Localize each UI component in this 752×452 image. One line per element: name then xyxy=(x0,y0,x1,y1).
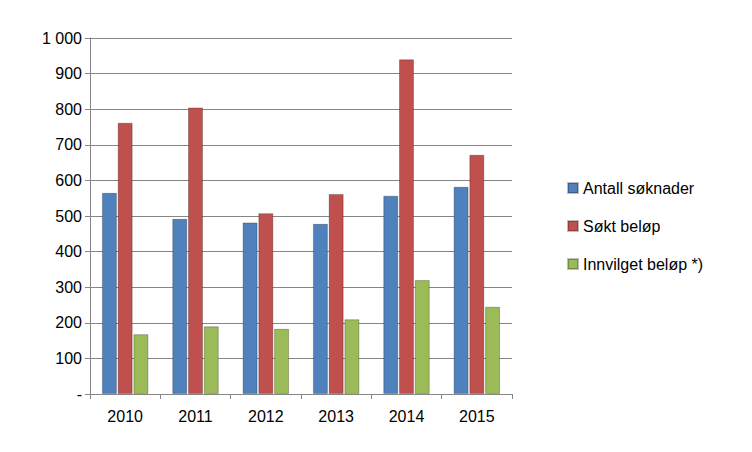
svg-text:2014: 2014 xyxy=(389,408,425,425)
svg-text:600: 600 xyxy=(55,172,82,189)
svg-text:2011: 2011 xyxy=(178,408,213,425)
svg-text:300: 300 xyxy=(55,279,82,296)
svg-text:-: - xyxy=(77,386,82,403)
svg-text:Antall søknader: Antall søknader xyxy=(583,180,695,197)
svg-text:200: 200 xyxy=(55,314,82,331)
svg-text:2013: 2013 xyxy=(318,408,354,425)
svg-text:2010: 2010 xyxy=(107,408,143,425)
svg-text:900: 900 xyxy=(55,65,82,82)
svg-text:Søkt beløp: Søkt beløp xyxy=(583,218,660,235)
svg-text:100: 100 xyxy=(55,350,82,367)
svg-text:2012: 2012 xyxy=(248,408,284,425)
svg-text:400: 400 xyxy=(55,243,82,260)
svg-text:700: 700 xyxy=(55,136,82,153)
svg-text:2015: 2015 xyxy=(459,408,495,425)
svg-text:1 000: 1 000 xyxy=(42,30,82,47)
svg-text:800: 800 xyxy=(55,101,82,118)
svg-text:Innvilget beløp *): Innvilget beløp *) xyxy=(583,256,703,273)
svg-text:500: 500 xyxy=(55,208,82,225)
